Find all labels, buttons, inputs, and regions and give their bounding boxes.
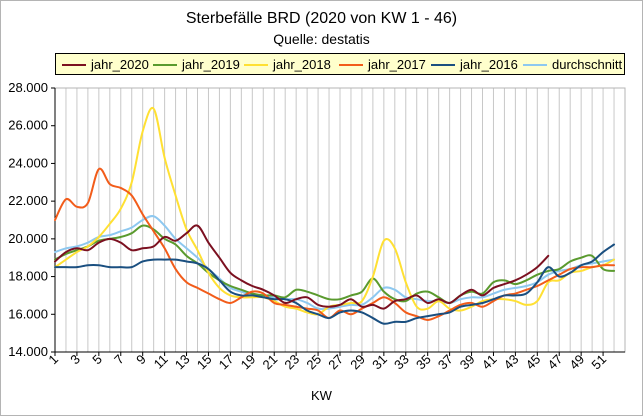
x-tick-label: 43 <box>501 352 522 373</box>
legend-label: jahr_2017 <box>368 57 426 72</box>
y-tick-label: 26.000 <box>8 118 48 133</box>
x-tick-label: 51 <box>588 352 609 373</box>
legend-swatch <box>523 63 547 66</box>
legend-item-jahr-2020: jahr_2020 <box>62 57 149 73</box>
x-tick-label: 31 <box>369 352 390 373</box>
x-tick-label: 27 <box>325 352 346 373</box>
x-tick-label: 39 <box>457 352 478 373</box>
legend-swatch <box>339 63 363 66</box>
legend-label: jahr_2019 <box>182 57 240 72</box>
y-tick-label: 22.000 <box>8 193 48 208</box>
series-line-jahr-2019 <box>54 224 616 304</box>
x-tick-label: 21 <box>260 352 281 373</box>
y-tick-label: 24.000 <box>8 155 48 170</box>
x-tick-label: 5 <box>89 352 105 368</box>
legend-swatch <box>244 63 268 66</box>
legend-label: jahr_2018 <box>273 57 331 72</box>
legend-item-jahr-2019: jahr_2019 <box>153 57 240 73</box>
x-tick-label: 7 <box>111 352 127 368</box>
x-tick-label: 23 <box>281 352 302 373</box>
chart-subtitle: Quelle: destatis <box>273 31 370 47</box>
x-tick-label: 29 <box>347 352 368 373</box>
y-tick-label: 14.000 <box>8 344 48 359</box>
legend-swatch <box>153 63 177 66</box>
y-tick-label: 16.000 <box>8 306 48 321</box>
legend-item-durchschnitt: durchschnitt <box>523 57 622 73</box>
y-tick-label: 28.000 <box>8 80 48 95</box>
legend-item-jahr-2018: jahr_2018 <box>244 57 331 73</box>
x-tick-label: 25 <box>303 352 324 373</box>
series-line-jahr-2017 <box>54 167 616 321</box>
x-tick-label: 1 <box>45 352 61 368</box>
x-tick-label: 49 <box>566 352 587 373</box>
x-tick-label: 9 <box>133 352 149 368</box>
chart-title: Sterbefälle BRD (2020 von KW 1 - 46) <box>185 10 458 27</box>
x-tick-label: 47 <box>545 352 566 373</box>
y-tick-label: 18.000 <box>8 269 48 284</box>
x-tick-label: 13 <box>172 352 193 373</box>
legend-swatch <box>431 63 455 66</box>
chart-legend: jahr_2020 jahr_2019 jahr_2018 jahr_2017 … <box>55 53 625 75</box>
legend-item-jahr-2016: jahr_2016 <box>431 57 518 73</box>
y-tick-label: 20.000 <box>8 231 48 246</box>
series-line-jahr-2020 <box>54 224 550 310</box>
x-tick-label: 45 <box>523 352 544 373</box>
x-tick-label: 19 <box>238 352 259 373</box>
x-tick-label: 35 <box>413 352 434 373</box>
x-axis-label: KW <box>311 388 332 403</box>
series-line-durchschnitt <box>54 215 616 311</box>
x-tick-label: 37 <box>435 352 456 373</box>
x-tick-label: 11 <box>151 352 171 372</box>
x-tick-label: 15 <box>194 352 215 373</box>
x-tick-label: 33 <box>391 352 412 373</box>
x-tick-label: 41 <box>479 352 500 373</box>
legend-swatch <box>62 63 86 66</box>
x-tick-label: 3 <box>67 352 83 368</box>
legend-label: jahr_2016 <box>460 57 518 72</box>
legend-label: durchschnitt <box>552 57 623 72</box>
series-line-jahr-2018 <box>54 106 616 316</box>
legend-label: jahr_2020 <box>91 57 149 72</box>
x-tick-label: 17 <box>216 352 237 373</box>
series-line-jahr-2016 <box>54 243 616 325</box>
legend-item-jahr-2017: jahr_2017 <box>339 57 426 73</box>
